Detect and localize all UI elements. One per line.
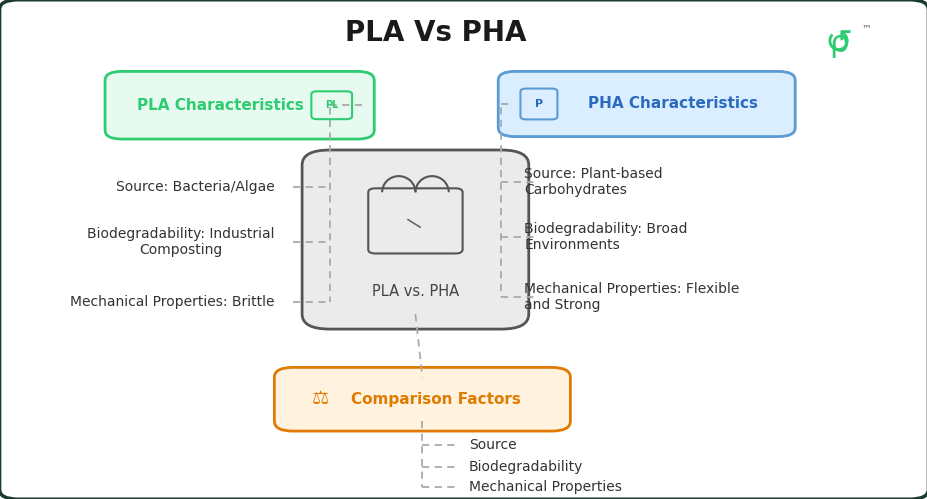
Text: Source: Bacteria/Algae: Source: Bacteria/Algae xyxy=(116,180,274,194)
FancyBboxPatch shape xyxy=(311,91,351,119)
Text: ™: ™ xyxy=(860,23,870,33)
FancyBboxPatch shape xyxy=(368,188,463,253)
Text: PLA Characteristics: PLA Characteristics xyxy=(137,98,304,113)
Text: Comparison Factors: Comparison Factors xyxy=(351,392,521,407)
FancyBboxPatch shape xyxy=(274,367,570,431)
Text: Source: Plant-based
Carbohydrates: Source: Plant-based Carbohydrates xyxy=(524,167,662,198)
Text: Mechanical Properties: Flexible
and Strong: Mechanical Properties: Flexible and Stro… xyxy=(524,281,739,312)
Text: ↺: ↺ xyxy=(824,26,852,59)
Text: PLA Vs PHA: PLA Vs PHA xyxy=(345,19,527,47)
Text: PL: PL xyxy=(324,100,338,110)
FancyBboxPatch shape xyxy=(498,71,794,137)
Text: Biodegradability: Industrial
Composting: Biodegradability: Industrial Composting xyxy=(87,227,274,257)
Text: Biodegradability: Biodegradability xyxy=(468,460,582,474)
Text: Source: Source xyxy=(468,438,515,452)
FancyBboxPatch shape xyxy=(302,150,528,329)
FancyBboxPatch shape xyxy=(520,88,557,119)
Text: ⚖️: ⚖️ xyxy=(311,390,329,409)
FancyBboxPatch shape xyxy=(105,71,374,139)
Text: P: P xyxy=(534,99,542,109)
Text: Mechanical Properties: Brittle: Mechanical Properties: Brittle xyxy=(70,295,274,309)
Text: PLA vs. PHA: PLA vs. PHA xyxy=(372,284,459,299)
Text: Biodegradability: Broad
Environments: Biodegradability: Broad Environments xyxy=(524,222,687,252)
Text: Mechanical Properties: Mechanical Properties xyxy=(468,480,621,495)
Text: ρ: ρ xyxy=(828,28,847,57)
Text: PHA Characteristics: PHA Characteristics xyxy=(588,96,757,111)
